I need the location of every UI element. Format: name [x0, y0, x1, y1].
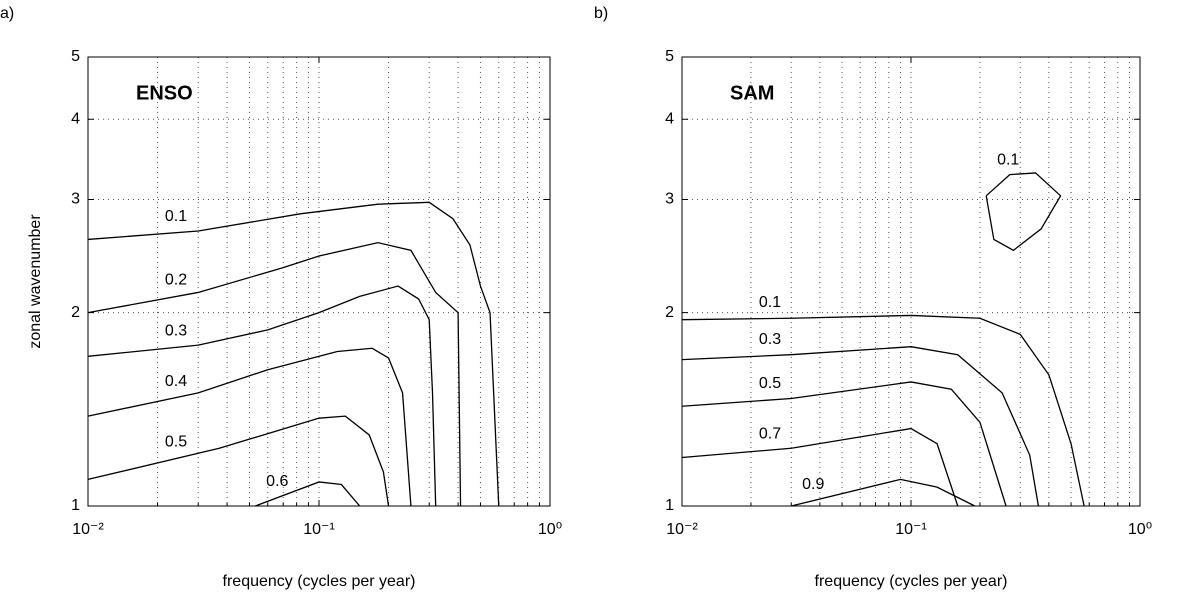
x-tick-label: 10⁰ — [538, 521, 562, 538]
y-tick-label: 5 — [71, 48, 80, 65]
contour-line — [791, 478, 976, 507]
contour-label: 0.9 — [802, 476, 824, 493]
contour-line — [681, 314, 1085, 507]
contour-label: 0.7 — [759, 425, 781, 442]
contour-line — [681, 346, 1040, 507]
x-tick-label: 10⁰ — [1128, 521, 1152, 538]
y-tick-label: 3 — [71, 191, 80, 208]
panel-title: SAM — [730, 82, 774, 104]
contour-label: 0.6 — [266, 473, 288, 490]
contour-line — [985, 172, 1062, 252]
plot-frame — [87, 56, 551, 507]
x-axis-label: frequency (cycles per year) — [223, 573, 416, 590]
x-tick-label: 10⁻¹ — [303, 521, 335, 538]
contour-label: 0.3 — [165, 323, 187, 340]
y-tick-label: 1 — [71, 497, 80, 514]
y-tick-label: 2 — [71, 304, 80, 321]
contour-line — [681, 381, 1007, 507]
contour-line — [87, 415, 390, 507]
contour-line — [87, 242, 462, 507]
contour-label: 0.2 — [165, 272, 187, 289]
y-axis-label: zonal wavenumber — [27, 214, 44, 349]
contour-line — [681, 427, 959, 507]
panel-label: b) — [594, 5, 608, 22]
contour-label: 0.1 — [759, 294, 781, 311]
contour-label: 0.4 — [165, 373, 187, 390]
y-tick-label: 3 — [665, 191, 674, 208]
x-tick-label: 10⁻² — [666, 521, 698, 538]
x-tick-label: 10⁻² — [72, 521, 104, 538]
contour-line — [87, 201, 500, 507]
y-tick-label: 2 — [665, 304, 674, 321]
y-tick-label: 4 — [665, 110, 674, 127]
contour-label: 0.1 — [997, 151, 1019, 168]
contour-label: 0.5 — [165, 434, 187, 451]
x-axis-label: frequency (cycles per year) — [815, 573, 1008, 590]
y-tick-label: 1 — [665, 497, 674, 514]
y-tick-label: 4 — [71, 110, 80, 127]
y-tick-label: 5 — [665, 48, 674, 65]
contour-label: 0.3 — [759, 331, 781, 348]
contour-label: 0.1 — [165, 208, 187, 225]
contour-line — [87, 347, 412, 507]
contour-line — [255, 481, 361, 507]
x-tick-label: 10⁻¹ — [895, 521, 927, 538]
contour-label: 0.5 — [759, 375, 781, 392]
panel-label: a) — [0, 5, 14, 22]
panel-title: ENSO — [136, 82, 193, 104]
contour-line — [87, 285, 437, 507]
plot-frame — [681, 56, 1141, 507]
